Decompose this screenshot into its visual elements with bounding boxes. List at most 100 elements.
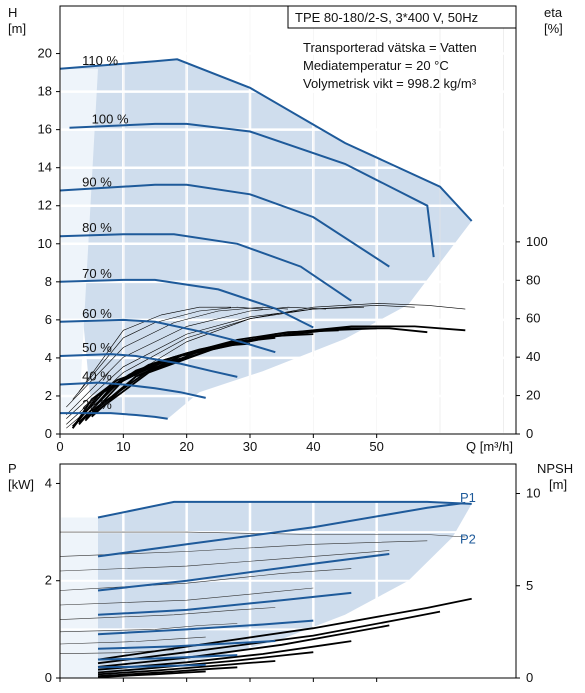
power-p1-curve [97,500,472,519]
y-left-tick-label: 2 [45,388,52,403]
p-axis-unit: [kW] [8,477,34,492]
head-curve-label: 80 % [82,220,112,235]
series-label-p2: P2 [460,531,476,546]
y-left-tick-label: 10 [38,236,52,251]
x-tick-label: 30 [243,439,257,454]
y-right-axis-label: eta [544,5,563,20]
eta-curve [72,348,213,427]
y-left-tick-label: 6 [45,312,52,327]
head-curve [59,353,238,378]
x-tick-label: 50 [369,439,383,454]
y-right-tick-label: 40 [526,349,540,364]
head-curve-label: 110 % [82,53,118,68]
y-right-tick-label: 20 [526,388,540,403]
power-p2-curve [59,636,206,645]
power-p2-curve [59,623,238,633]
title-box [287,5,517,29]
power-p1-curve [97,553,390,592]
head-curve [60,412,168,420]
x-tick-label: 20 [179,439,193,454]
head-curve-label: 40 % [82,369,112,384]
envelope-fade [60,68,98,414]
medium-info-line: Volymetrisk vikt = 998.2 kg/m³ [303,76,477,91]
power-npsh-plot: P1 P2 0 2 4 P[kW] 0 5 10 NPSH[m] [8,461,573,685]
power-p2-curve [60,531,466,538]
head-curve [59,381,206,399]
power-p1-curve [97,640,276,650]
x-tick-label: 40 [306,439,320,454]
head-curve [59,183,390,268]
y-right-axis-unit: [%] [544,21,563,36]
pump-model-title: TPE 80-180/2-S, 3*400 V, 50Hz [295,10,478,25]
head-efficiency-plot: 110 % 100 % 90 % 80 % 70 % 60 % 50 % 40 % 25 % 0 1… [8,5,563,454]
npsh-tick-label: 10 [526,486,540,501]
power-envelope-fade [60,517,98,678]
npsh-curve [97,610,441,665]
head-curve-label: 90 % [82,175,112,190]
y-left-tick-label: 18 [38,84,52,99]
npsh-curve [97,640,352,671]
p-tick-label: 2 [45,573,52,588]
p-tick-label: 4 [45,475,52,490]
y-left-tick-label: 16 [38,122,52,137]
y-left-tick-label: 4 [45,350,52,365]
power-p1-curve [97,663,206,669]
head-curve [59,278,314,329]
npsh-curve [97,660,276,676]
medium-info-line: Mediatemperatur = 20 °C [303,58,449,73]
series-label-p1: P1 [460,490,476,505]
npsh-tick-label: 0 [526,670,533,685]
head-curve [69,122,435,258]
npsh-tick-label: 5 [526,578,533,593]
y-right-tick-label: 80 [526,272,540,287]
npsh-axis-unit: [m] [549,477,567,492]
y-left-tick-label: 12 [38,198,52,213]
npsh-axis-label: NPSH [537,461,573,476]
y-left-tick-label: 0 [45,426,52,441]
eta-curve [72,306,263,400]
eta-curve [78,306,231,392]
y-left-tick-label: 20 [38,46,52,61]
head-curve [59,58,473,222]
head-curve-label: 70 % [82,266,112,281]
operating-envelope [60,59,472,419]
y-left-axis-label: H [8,5,17,20]
head-curve-label: 100 % [92,112,129,127]
power-p1-curve [97,654,238,661]
head-curve-label: 60 % [82,306,112,321]
head-curve [59,233,352,302]
y-right-tick-label: 0 [526,426,533,441]
y-left-tick-label: 14 [38,160,52,175]
npsh-curve [97,670,206,678]
eta-curve [66,306,289,408]
head-curve-label: 25 % [82,397,112,412]
power-p2-curve [59,607,276,620]
power-p1-curve [97,619,314,636]
eta-curve [71,362,175,429]
x-axis-label: Q [m³/h] [466,439,513,454]
p-tick-label: 0 [45,670,52,685]
medium-info-line: Transporterad vätska = Vatten [303,40,477,55]
y-left-axis-unit: [m] [8,21,26,36]
npsh-curve [97,651,314,674]
eta-curve [66,306,327,416]
power-envelope [98,501,472,678]
power-p2-curve [59,550,390,572]
power-p2-curve [59,587,314,606]
power-p1-curve [97,591,352,616]
power-p1-curve [97,501,466,558]
npsh-curve [97,624,390,668]
plot-frame-bottom [59,463,517,679]
y-right-tick-label: 60 [526,311,540,326]
x-tick-label: 0 [56,439,63,454]
head-curve-label: 50 % [82,340,112,355]
eta-curve [66,304,415,425]
p-axis-label: P [8,461,17,476]
npsh-curve [97,597,472,661]
x-tick-label: 10 [116,439,130,454]
y-left-tick-label: 8 [45,274,52,289]
head-curve [59,318,276,354]
y-right-tick-label: 100 [526,234,548,249]
npsh-curve [97,666,238,678]
